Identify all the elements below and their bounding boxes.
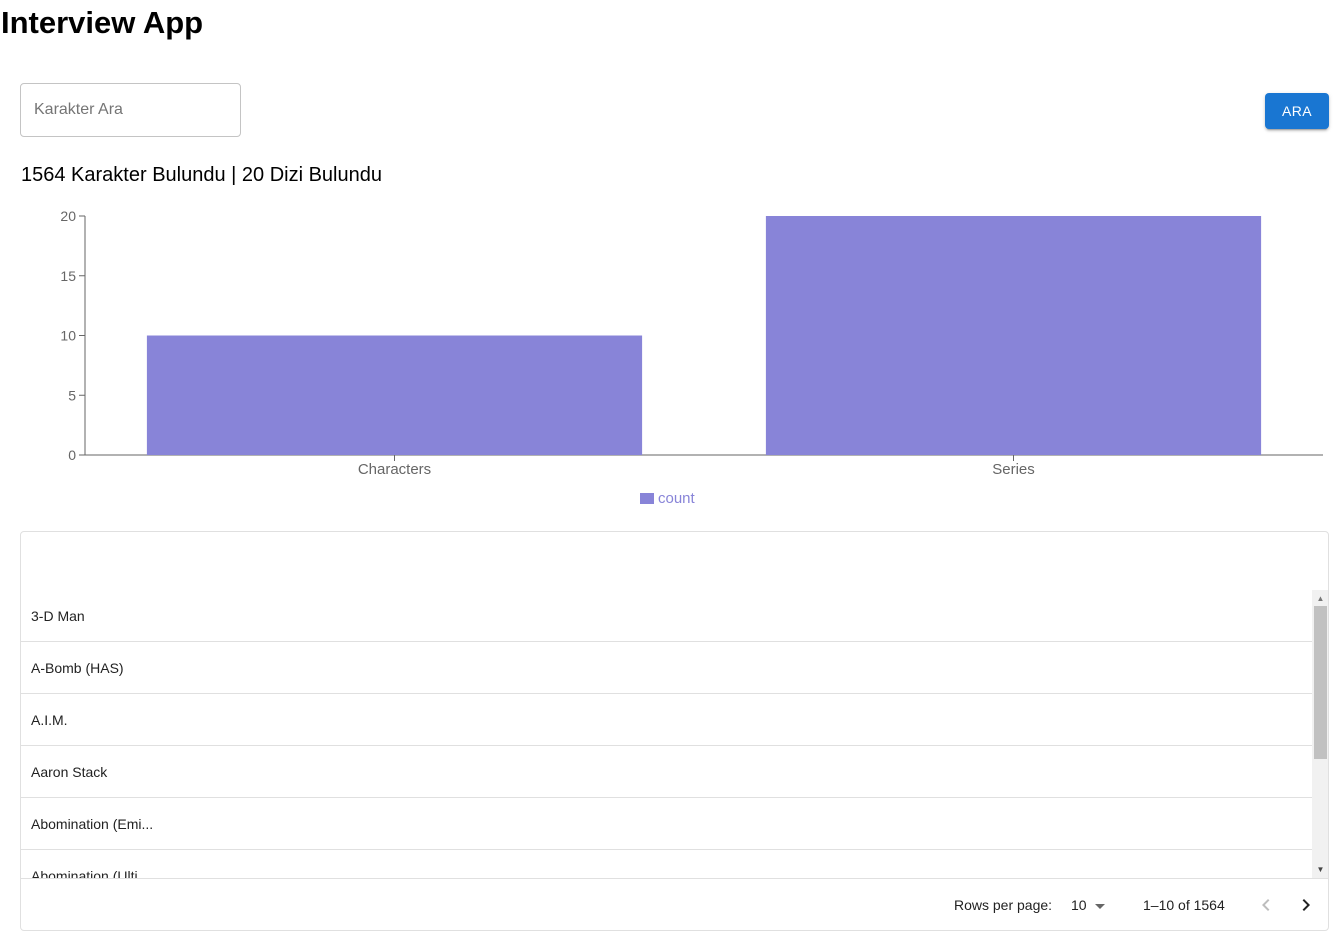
search-input[interactable] — [21, 84, 240, 136]
bar-characters[interactable] — [146, 335, 643, 456]
y-tick-label: 10 — [60, 328, 76, 344]
search-button[interactable]: ARA — [1265, 93, 1329, 129]
table-row[interactable]: 3-D Man — [21, 590, 1312, 642]
x-tick-label: Series — [992, 461, 1035, 478]
table-row[interactable]: A.I.M. — [21, 694, 1312, 746]
dropdown-caret-icon — [1094, 903, 1105, 909]
table-row[interactable]: A-Bomb (HAS) — [21, 642, 1312, 694]
scroll-down-arrow-icon[interactable]: ▼ — [1316, 865, 1325, 874]
grid-rows[interactable]: 3-D Man A-Bomb (HAS) A.I.M. Aaron Stack Abom… — [21, 590, 1312, 878]
legend-label: count — [658, 490, 696, 507]
y-tick-label: 20 — [60, 208, 76, 224]
row-name-cell: Abomination (Ulti — [31, 867, 138, 879]
rows-per-page-value: 10 — [1071, 897, 1087, 913]
bar-series[interactable] — [765, 216, 1262, 455]
scroll-up-arrow-icon[interactable]: ▲ — [1316, 594, 1325, 603]
search-field[interactable] — [20, 83, 241, 137]
row-name-cell: 3-D Man — [31, 607, 85, 624]
data-grid: 3-D Man A-Bomb (HAS) A.I.M. Aaron Stack Abom… — [20, 531, 1329, 931]
pagination-range: 1–10 of 1564 — [1143, 897, 1225, 913]
table-row[interactable]: Abomination (Emi... — [21, 798, 1312, 850]
previous-page-button[interactable] — [1253, 879, 1279, 930]
table-row[interactable]: Aaron Stack — [21, 746, 1312, 798]
row-name-cell: A.I.M. — [31, 711, 68, 728]
legend-swatch — [640, 493, 654, 504]
y-tick-label: 0 — [68, 447, 76, 463]
app-title: Interview App — [1, 5, 204, 40]
bar-chart: 0 5 10 15 20 Characters Series count — [60, 208, 1323, 507]
next-page-button[interactable] — [1293, 879, 1319, 930]
row-name-cell: Aaron Stack — [31, 763, 108, 780]
y-tick-label: 5 — [68, 387, 76, 403]
row-name-cell: Abomination (Emi... — [31, 815, 154, 832]
table-row[interactable]: Abomination (Ulti — [21, 850, 1312, 879]
pagination-footer: Rows per page: 10 1–10 of 1564 — [21, 878, 1328, 930]
rows-per-page-select[interactable]: 10 — [1071, 879, 1105, 930]
row-name-cell: A-Bomb (HAS) — [31, 659, 124, 676]
scroll-thumb[interactable] — [1314, 606, 1327, 759]
vertical-scrollbar[interactable]: ▲ ▼ — [1312, 590, 1328, 878]
y-tick-label: 15 — [60, 268, 76, 284]
rows-per-page-label: Rows per page: — [954, 897, 1053, 913]
results-summary: 1564 Karakter Bulundu | 20 Dizi Bulundu — [21, 164, 382, 186]
x-tick-label: Characters — [358, 461, 431, 478]
chevron-left-icon — [1262, 899, 1270, 911]
chevron-right-icon — [1302, 899, 1310, 911]
